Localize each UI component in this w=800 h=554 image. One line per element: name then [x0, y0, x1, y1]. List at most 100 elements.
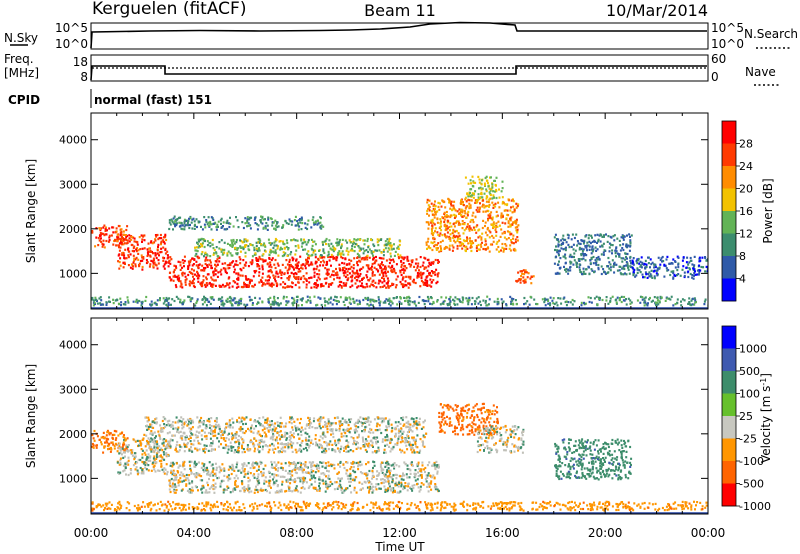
- scatter-cell: [358, 274, 361, 277]
- scatter-cell: [416, 276, 419, 279]
- scatter-cell: [126, 437, 129, 440]
- scatter-cell: [287, 247, 290, 250]
- scatter-cell: [189, 215, 192, 219]
- scatter-cell: [338, 250, 341, 253]
- scatter-cell: [491, 223, 493, 226]
- scatter-cell: [419, 274, 422, 277]
- scatter-cell: [287, 285, 290, 288]
- scatter-cell: [182, 261, 185, 265]
- scatter-cell: [474, 215, 477, 218]
- scatter-cell: [389, 475, 392, 478]
- scatter-cell: [274, 224, 277, 227]
- scatter-cell: [207, 224, 210, 227]
- scatter-cell: [495, 188, 498, 192]
- scatter-cell: [581, 250, 584, 253]
- scatter-cell: [137, 444, 140, 447]
- scatter-cell: [421, 264, 424, 267]
- scatter-cell: [149, 241, 152, 244]
- scatter-cell: [382, 264, 385, 267]
- scatter-cell: [359, 272, 362, 276]
- scatter-cell: [387, 243, 390, 246]
- scatter-cell: [223, 469, 226, 472]
- scatter-cell: [276, 297, 279, 300]
- scatter-cell: [318, 489, 321, 492]
- scatter-cell: [115, 437, 118, 440]
- scatter-cell: [125, 228, 128, 232]
- scatter-cell: [206, 259, 209, 262]
- nsky-label: N.Sky: [4, 31, 38, 45]
- scatter-cell: [178, 277, 181, 280]
- scatter-cell: [262, 218, 265, 221]
- scatter-cell: [257, 241, 260, 244]
- scatter-cell: [448, 302, 451, 305]
- scatter-cell: [602, 242, 605, 245]
- scatter-cell: [463, 210, 466, 213]
- scatter-cell: [307, 299, 310, 302]
- scatter-cell: [197, 280, 200, 283]
- scatter-cell: [153, 468, 156, 471]
- scatter-cell: [420, 468, 423, 471]
- scatter-cell: [285, 222, 288, 225]
- scatter-cell: [162, 246, 165, 249]
- scatter-cell: [473, 228, 476, 231]
- scatter-cell: [465, 200, 468, 203]
- scatter-cell: [608, 261, 611, 264]
- scatter-cell: [219, 485, 222, 488]
- scatter-cell: [150, 300, 153, 303]
- scatter-cell: [592, 262, 595, 265]
- scatter-cell: [365, 282, 368, 286]
- scatter-cell: [135, 256, 138, 259]
- scatter-cell: [352, 460, 355, 464]
- scatter-cell: [214, 474, 217, 477]
- scatter-cell: [219, 482, 222, 485]
- scatter-cell: [204, 262, 207, 266]
- scatter-cell: [471, 194, 473, 197]
- scatter-cell: [326, 260, 328, 264]
- scatter-cell: [693, 264, 696, 267]
- scatter-cell: [492, 206, 495, 209]
- scatter-cell: [510, 199, 513, 202]
- scatter-cell: [127, 463, 130, 466]
- scatter-cell: [131, 249, 134, 253]
- scatter-cell: [315, 465, 317, 468]
- scatter-cell: [267, 282, 270, 285]
- scatter-cell: [376, 470, 379, 473]
- scatter-cell: [109, 300, 111, 303]
- scatter-cell: [435, 486, 437, 489]
- scatter-cell: [116, 236, 119, 240]
- scatter-cell: [446, 227, 449, 230]
- scatter-cell: [274, 482, 277, 485]
- scatter-cell: [188, 264, 191, 267]
- scatter-cell: [564, 268, 566, 271]
- scatter-cell: [124, 464, 127, 467]
- scatter-cell: [293, 268, 295, 271]
- scatter-cell: [387, 487, 390, 490]
- scatter-cell: [205, 220, 208, 223]
- scatter-cell: [271, 473, 274, 476]
- scatter-cell: [672, 276, 675, 279]
- scatter-cell: [402, 474, 404, 477]
- scatter-cell: [507, 214, 510, 217]
- scatter-cell: [388, 470, 391, 473]
- scatter-cell: [229, 477, 232, 480]
- scatter-cell: [297, 261, 300, 264]
- scatter-cell: [350, 462, 353, 465]
- scatter-cell: [210, 486, 213, 489]
- scatter-cell: [217, 225, 219, 228]
- scatter-cell: [377, 474, 379, 477]
- nave-tick-top: 60: [711, 52, 726, 66]
- scatter-cell: [502, 248, 505, 252]
- scatter-cell: [292, 272, 295, 276]
- scatter-cell: [184, 283, 187, 286]
- scatter-cell: [129, 472, 132, 475]
- scatter-cell: [358, 301, 361, 304]
- scatter-cell: [468, 299, 471, 302]
- scatter-cell: [571, 303, 574, 306]
- scatter-cell: [105, 239, 108, 243]
- scatter-cell: [393, 243, 395, 246]
- scatter-cell: [242, 266, 245, 269]
- scatter-cell: [413, 300, 416, 303]
- scatter-cell: [332, 270, 335, 273]
- scatter-cell: [304, 226, 307, 229]
- scatter-cell: [435, 460, 438, 463]
